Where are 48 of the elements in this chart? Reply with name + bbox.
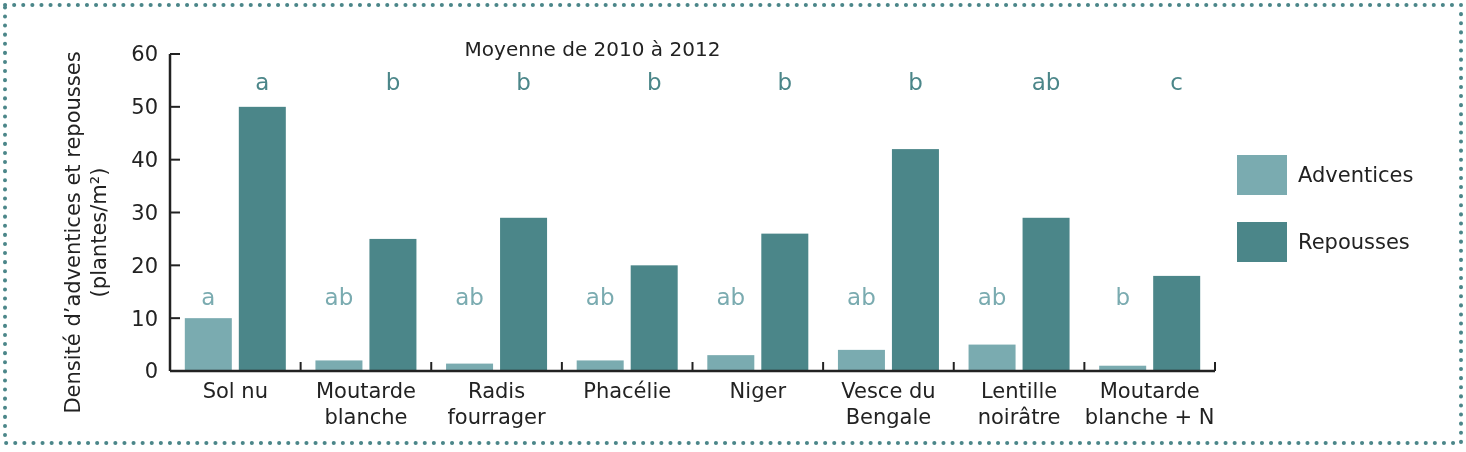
annotation: a xyxy=(255,69,270,96)
annotation: ab xyxy=(716,284,746,311)
y-tick-label: 30 xyxy=(131,200,158,225)
annotation: c xyxy=(1170,69,1184,96)
bar xyxy=(369,238,417,371)
annotation: b xyxy=(1115,284,1130,311)
bar xyxy=(238,106,286,371)
bar xyxy=(184,318,232,371)
annotation: b xyxy=(385,69,401,96)
y-tick-label: 0 xyxy=(144,359,158,384)
annotation: b xyxy=(777,69,793,96)
bar xyxy=(1153,275,1201,371)
bar xyxy=(707,355,755,371)
x-tick-label: Moutarde blanche xyxy=(315,379,416,429)
bar xyxy=(891,149,939,371)
annotation: b xyxy=(646,69,662,96)
legend-label: Repousses xyxy=(1298,230,1410,255)
y-tick-label: 50 xyxy=(131,95,158,120)
bar xyxy=(761,233,809,371)
annotation: b xyxy=(516,69,531,96)
bar xyxy=(1022,217,1070,371)
bar xyxy=(630,265,678,371)
x-tick-label: Sol nu xyxy=(202,379,268,403)
x-tick-label: Niger xyxy=(729,379,787,403)
x-tick-label: Vesce du Bengale xyxy=(841,379,936,429)
annotation: ab xyxy=(977,284,1007,311)
annotation: b xyxy=(908,69,923,96)
annotation: ab xyxy=(324,284,354,311)
bar xyxy=(500,217,548,371)
bar xyxy=(968,344,1016,371)
bar xyxy=(315,360,363,371)
chart-title: Moyenne de 2010 à 2012 xyxy=(464,37,721,61)
y-tick-label: 60 xyxy=(131,42,158,67)
bar xyxy=(837,349,885,371)
annotation: a xyxy=(201,284,216,311)
x-tick-label: Lentille noirâtre xyxy=(977,379,1061,429)
y-tick-label: 10 xyxy=(131,306,158,331)
legend-label: Adventices xyxy=(1298,163,1414,188)
annotation: ab xyxy=(847,284,876,311)
bar xyxy=(576,360,624,371)
x-tick-label: Radis fourrager xyxy=(447,379,547,429)
x-tick-label: Phacélie xyxy=(583,379,672,403)
annotation: ab xyxy=(585,284,615,311)
x-tick-label: Moutarde blanche + N xyxy=(1084,379,1215,429)
y-tick-label: 40 xyxy=(131,148,158,173)
y-tick-label: 20 xyxy=(131,253,158,278)
annotation: ab xyxy=(455,284,484,311)
annotation: ab xyxy=(1031,69,1061,96)
